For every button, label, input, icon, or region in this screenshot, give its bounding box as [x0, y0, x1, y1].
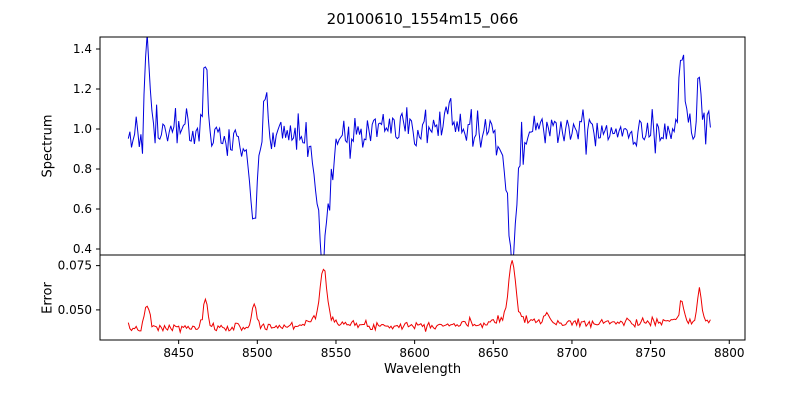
y-tick-label: 0.075: [58, 259, 92, 273]
x-tick-label: 8700: [557, 346, 588, 360]
chart-title: 20100610_1554m15_066: [326, 10, 519, 28]
spectrum-line: [127, 37, 711, 255]
spectrum-panel: 0.4 0.6 0.8 1.0 1.2 1.4: [73, 36, 746, 256]
spectrum-axes-frame: [99, 36, 746, 256]
x-tick-label: 8800: [714, 346, 745, 360]
x-tick-label: 8600: [399, 346, 430, 360]
y-tick-label: 1.2: [73, 82, 92, 96]
error-panel: 0.050 0.075 8450 8500 8550 8600 8650 8700 8750 88…: [58, 254, 746, 360]
y-tick-label: 1.4: [73, 42, 92, 56]
x-axis-label: Wavelength: [383, 362, 462, 377]
x-tick-label: 8550: [321, 346, 352, 360]
x-tick-label: 8750: [635, 346, 666, 360]
error-line: [127, 260, 711, 335]
y-tick-label: 0.6: [73, 202, 92, 216]
error-axes-frame: [99, 254, 746, 341]
x-tick-label: 8650: [478, 346, 509, 360]
x-tick-label: 8500: [242, 346, 273, 360]
x-tick-label: 8450: [163, 346, 194, 360]
y-tick-label: 1.0: [73, 122, 92, 136]
y-tick-label: 0.4: [73, 242, 92, 256]
y-tick-label: 0.050: [58, 303, 92, 317]
y-tick-label: 0.8: [73, 162, 92, 176]
